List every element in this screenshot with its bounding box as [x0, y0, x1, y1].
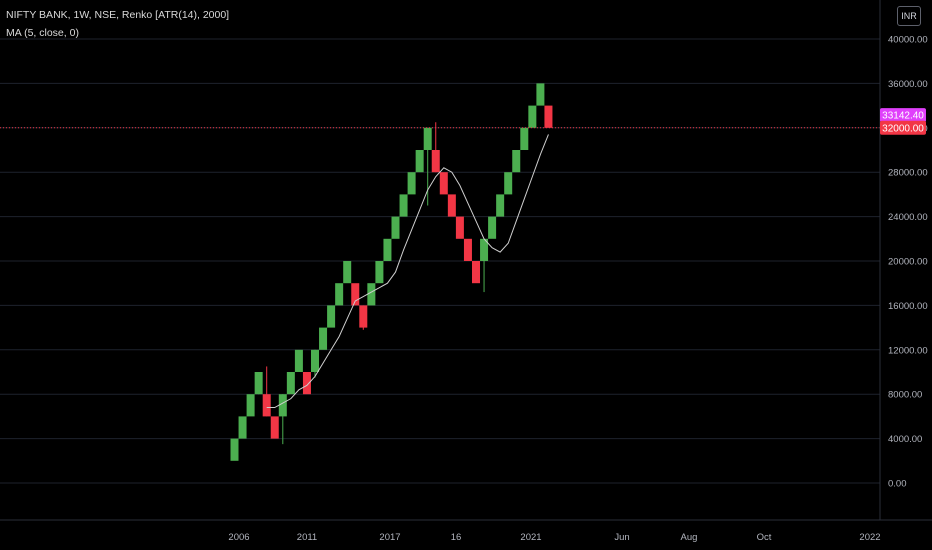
- up-brick: [520, 127, 529, 150]
- price-tick-label: 4000.00: [888, 434, 922, 445]
- ma-value-badge-bg: [880, 108, 926, 123]
- renko-bricks: [230, 83, 553, 461]
- price-tick-label: 40000.00: [888, 35, 928, 46]
- time-tick-label: 2006: [228, 532, 249, 543]
- up-brick: [230, 438, 239, 461]
- up-brick: [238, 416, 247, 439]
- up-brick: [399, 194, 408, 217]
- up-brick: [335, 283, 344, 306]
- down-brick: [472, 261, 480, 284]
- up-brick: [536, 83, 545, 106]
- price-axis[interactable]: 40000.0036000.0032000.0028000.0024000.00…: [888, 35, 928, 490]
- up-brick: [375, 261, 384, 284]
- symbol-legend[interactable]: NIFTY BANK, 1W, NSE, Renko [ATR(14), 200…: [6, 9, 230, 21]
- last-price-badge-bg: [880, 120, 926, 135]
- up-brick: [480, 238, 489, 261]
- time-axis[interactable]: 2006 2011 2017 16 2021 Jun Aug Oct 2022: [228, 532, 880, 543]
- time-tick-label: Jun: [614, 532, 629, 543]
- up-brick: [286, 372, 295, 395]
- time-tick-label: 16: [451, 532, 462, 543]
- up-brick: [311, 349, 319, 372]
- price-tick-label: 12000.00: [888, 345, 928, 356]
- down-brick: [262, 394, 271, 417]
- price-tick-label: 36000.00: [888, 79, 928, 90]
- indicator-legend[interactable]: MA (5, close, 0): [6, 27, 79, 39]
- down-brick: [463, 238, 472, 261]
- chart-grid: [0, 38, 880, 484]
- up-brick: [294, 349, 303, 372]
- down-brick: [270, 416, 279, 439]
- last-price-badge-label: 32000.00: [882, 123, 924, 134]
- up-brick: [488, 216, 497, 239]
- up-brick: [254, 372, 263, 395]
- price-tick-label: 20000.00: [888, 257, 928, 268]
- ma-value-badge-label: 33142.40: [882, 111, 924, 122]
- currency-badge[interactable]: INR: [897, 6, 921, 26]
- price-tick-label: 0.00: [888, 479, 907, 490]
- up-brick: [383, 238, 392, 261]
- time-tick-label: 2022: [859, 532, 880, 543]
- up-brick: [496, 194, 505, 217]
- time-tick-label: 2011: [297, 532, 317, 543]
- price-tick-label: 8000.00: [888, 390, 922, 401]
- up-brick: [319, 327, 328, 350]
- up-brick: [391, 216, 400, 239]
- down-brick: [455, 216, 464, 239]
- up-brick: [343, 261, 352, 284]
- price-tick-label: 16000.00: [888, 301, 928, 312]
- moving-average-line: [266, 134, 549, 409]
- up-brick: [278, 394, 287, 417]
- ma-value-badge: 33142.40: [880, 108, 926, 123]
- price-tick-label: 24000.00: [888, 212, 928, 223]
- up-brick: [415, 150, 424, 173]
- up-brick: [367, 283, 376, 306]
- down-brick: [302, 372, 311, 395]
- down-brick: [351, 283, 360, 306]
- down-brick: [359, 305, 368, 328]
- time-tick-label: 2017: [379, 532, 400, 543]
- up-brick: [423, 127, 432, 150]
- up-brick: [512, 150, 521, 173]
- time-tick-label: Aug: [681, 532, 698, 543]
- last-price-badge: 32000.00: [880, 120, 926, 135]
- down-brick: [447, 194, 456, 217]
- up-brick: [246, 394, 255, 417]
- down-brick: [439, 172, 448, 195]
- time-tick-label: Oct: [757, 532, 772, 543]
- up-brick: [504, 172, 513, 195]
- time-tick-label: 2021: [520, 532, 541, 543]
- up-brick: [327, 305, 336, 328]
- up-brick: [407, 172, 416, 195]
- up-brick: [528, 105, 537, 128]
- price-tick-label: 28000.00: [888, 168, 928, 179]
- down-brick: [431, 150, 440, 173]
- down-brick: [544, 105, 553, 128]
